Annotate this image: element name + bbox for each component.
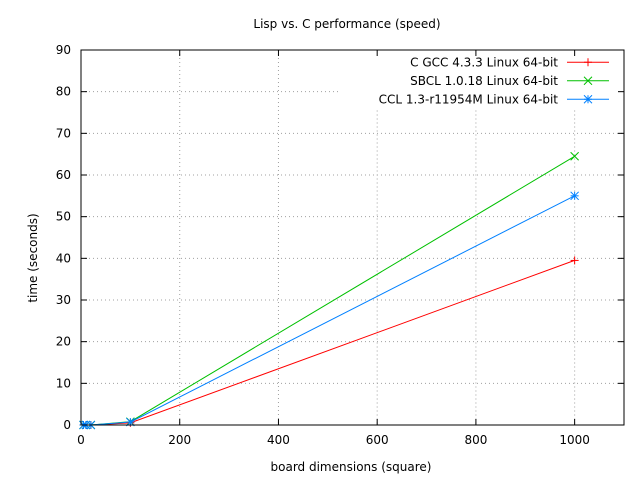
data-point-2 bbox=[570, 151, 579, 161]
y-tick-label: 40 bbox=[56, 251, 71, 265]
x-tick-label: 0 bbox=[77, 433, 85, 447]
series-line-3 bbox=[83, 195, 575, 426]
y-tick-label: 10 bbox=[56, 376, 71, 390]
legend-marker-3 bbox=[583, 94, 593, 104]
series-markers bbox=[79, 151, 579, 430]
y-tick-label: 70 bbox=[56, 126, 71, 140]
y-tick-label: 0 bbox=[63, 418, 71, 432]
legend: C GCC 4.3.3 Linux 64-bit SBCL 1.0.18 Linu… bbox=[379, 55, 609, 106]
x-tick-label: 800 bbox=[464, 433, 487, 447]
legend-label-2: SBCL 1.0.18 Linux 64-bit bbox=[410, 74, 558, 88]
y-axis-label: time (seconds) bbox=[26, 213, 40, 302]
data-point-1 bbox=[570, 256, 579, 265]
y-tick-label: 30 bbox=[56, 293, 71, 307]
x-tick-label: 600 bbox=[366, 433, 389, 447]
data-point-3 bbox=[570, 191, 579, 201]
y-tick-label: 60 bbox=[56, 168, 71, 182]
y-tick-label: 50 bbox=[56, 210, 71, 224]
legend-label-1: C GCC 4.3.3 Linux 64-bit bbox=[410, 55, 558, 69]
y-tick-label: 90 bbox=[56, 43, 71, 57]
x-tick-label: 200 bbox=[168, 433, 191, 447]
y-tick-label: 20 bbox=[56, 335, 71, 349]
series-lines bbox=[83, 155, 575, 426]
x-axis-label: board dimensions (square) bbox=[271, 460, 432, 474]
series-line-1 bbox=[83, 259, 575, 426]
legend-marker-2 bbox=[583, 76, 593, 86]
legend-marker-1 bbox=[584, 58, 592, 67]
y-tick-label: 80 bbox=[56, 85, 71, 99]
grid bbox=[81, 50, 624, 425]
chart-title: Lisp vs. C performance (speed) bbox=[253, 17, 440, 31]
x-tick-label: 1000 bbox=[559, 433, 590, 447]
axis-ticks: 0 10 20 30 40 50 60 70 80 90 0 200 400 600 800 1000 bbox=[56, 43, 624, 447]
legend-label-3: CCL 1.3-r11954M Linux 64-bit bbox=[379, 92, 559, 106]
series-line-2 bbox=[83, 155, 575, 426]
x-tick-label: 400 bbox=[267, 433, 290, 447]
plot-frame bbox=[80, 49, 625, 426]
